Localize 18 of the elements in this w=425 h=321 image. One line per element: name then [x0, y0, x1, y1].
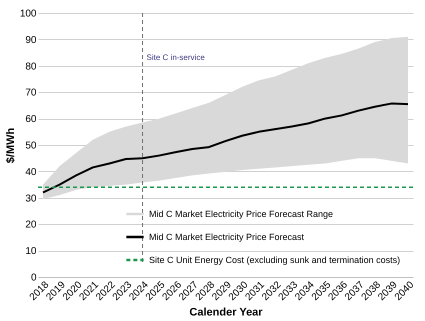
y-tick-label: 100 — [20, 8, 37, 20]
line-series — [42, 102, 410, 194]
y-tick-label: 80 — [25, 61, 37, 72]
ref-line-label: Site C in-service — [146, 53, 206, 62]
legend-label: Site C Unit Energy Cost (excluding sunk and termination costs) — [149, 255, 400, 265]
annotation: Mid C Market Electricity Price Forecast Range — [149, 209, 334, 219]
y-tick-label: 60 — [25, 114, 37, 126]
y-tick-label: 50 — [25, 140, 37, 152]
y-tick-label: 70 — [25, 88, 37, 99]
y-tick-label: 20 — [25, 220, 37, 231]
y-tick-label: 40 — [25, 166, 37, 178]
y-axis-title: $/MWh — [4, 128, 17, 164]
y-tick-label: 10 — [25, 246, 37, 258]
y-tick-label: 30 — [25, 193, 37, 204]
legend-label: Mid C Market Electricity Price Forecast — [149, 232, 305, 242]
x-axis-title: Calender Year — [189, 306, 264, 318]
y-tick-label: 90 — [25, 34, 37, 46]
y-tick-label: 0 — [30, 272, 37, 284]
